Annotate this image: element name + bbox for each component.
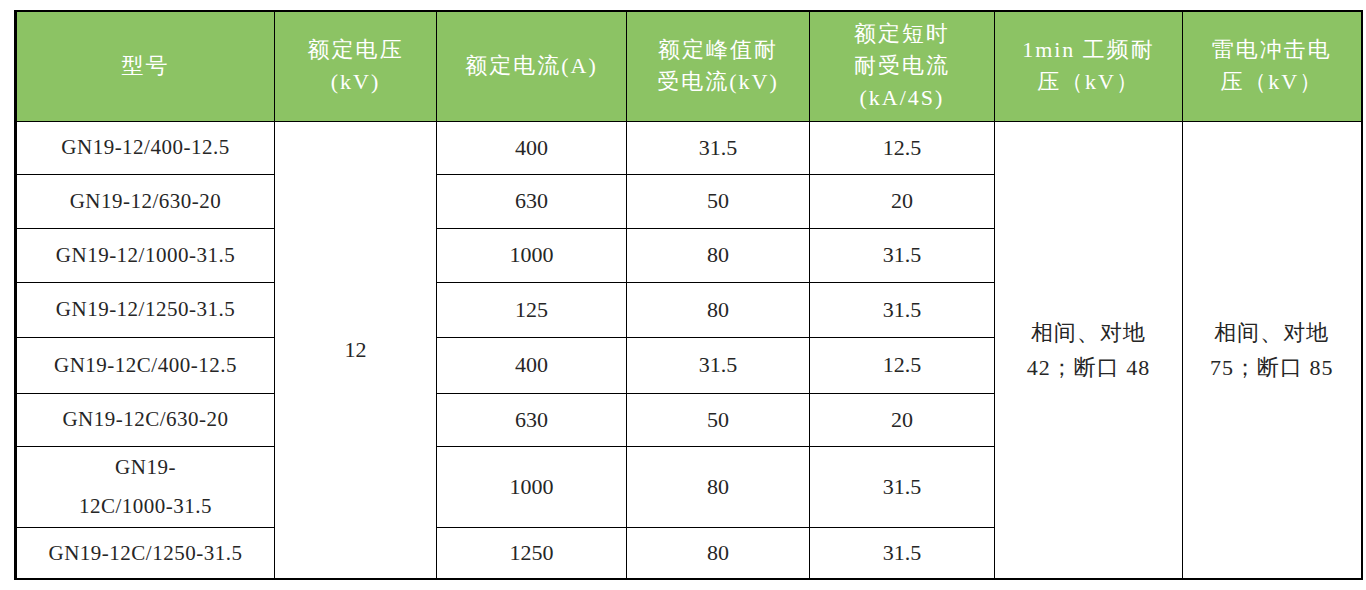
cell-peak-withstand-current: 80	[627, 228, 810, 282]
cell-peak-withstand-current: 31.5	[627, 337, 810, 393]
cell-model: GN19-12/1250-31.5	[16, 282, 275, 337]
cell-model: GN19-12C/1250-31.5	[16, 527, 275, 579]
header-cell-lightning-impulse-voltage: 雷电冲击电 压（kV）	[1183, 11, 1362, 121]
cell-short-time-withstand-current: 12.5	[810, 337, 995, 393]
cell-rated-current: 1250	[437, 527, 627, 579]
page: 型号 额定电压 (kV) 额定电流(A) 额定峰值耐 受电流(kV) 额定短时 …	[0, 0, 1366, 590]
cell-model: GN19-12C/630-20	[16, 393, 275, 446]
header-cell-rated-voltage: 额定电压 (kV)	[275, 11, 437, 121]
cell-short-time-withstand-current: 31.5	[810, 446, 995, 527]
cell-rated-current: 400	[437, 337, 627, 393]
cell-model: GN19-12/400-12.5	[16, 121, 275, 174]
header-cell-short-time-withstand-current: 额定短时 耐受电流 (kA/4S)	[810, 11, 995, 121]
cell-rated-current: 630	[437, 393, 627, 446]
cell-short-time-withstand-current: 31.5	[810, 527, 995, 579]
cell-power-frequency-merged: 相间、对地 42；断口 48	[995, 121, 1183, 579]
header-cell-rated-current: 额定电流(A)	[437, 11, 627, 121]
product-spec-table: 型号 额定电压 (kV) 额定电流(A) 额定峰值耐 受电流(kV) 额定短时 …	[14, 10, 1363, 580]
cell-model: GN19-12/630-20	[16, 174, 275, 228]
cell-rated-current: 1000	[437, 228, 627, 282]
cell-short-time-withstand-current: 20	[810, 174, 995, 228]
cell-short-time-withstand-current: 31.5	[810, 282, 995, 337]
cell-peak-withstand-current: 50	[627, 393, 810, 446]
cell-peak-withstand-current: 80	[627, 527, 810, 579]
cell-peak-withstand-current: 80	[627, 282, 810, 337]
cell-short-time-withstand-current: 31.5	[810, 228, 995, 282]
header-cell-power-frequency-withstand-voltage: 1min 工频耐 压（kV）	[995, 11, 1183, 121]
table-row: GN19-12/400-12.5 12 400 31.5 12.5 相间、对地 …	[16, 121, 1362, 174]
cell-peak-withstand-current: 50	[627, 174, 810, 228]
cell-model: GN19-12C/400-12.5	[16, 337, 275, 393]
cell-short-time-withstand-current: 12.5	[810, 121, 995, 174]
cell-rated-current: 125	[437, 282, 627, 337]
header-cell-model: 型号	[16, 11, 275, 121]
cell-model: GN19-12/1000-31.5	[16, 228, 275, 282]
cell-short-time-withstand-current: 20	[810, 393, 995, 446]
cell-model: GN19- 12C/1000-31.5	[16, 446, 275, 527]
cell-rated-current: 630	[437, 174, 627, 228]
header-cell-peak-withstand-current: 额定峰值耐 受电流(kV)	[627, 11, 810, 121]
cell-peak-withstand-current: 31.5	[627, 121, 810, 174]
cell-rated-current: 400	[437, 121, 627, 174]
header-row: 型号 额定电压 (kV) 额定电流(A) 额定峰值耐 受电流(kV) 额定短时 …	[16, 11, 1362, 121]
cell-lightning-impulse-merged: 相间、对地 75；断口 85	[1183, 121, 1362, 579]
cell-peak-withstand-current: 80	[627, 446, 810, 527]
cell-rated-current: 1000	[437, 446, 627, 527]
cell-rated-voltage-merged: 12	[275, 121, 437, 579]
